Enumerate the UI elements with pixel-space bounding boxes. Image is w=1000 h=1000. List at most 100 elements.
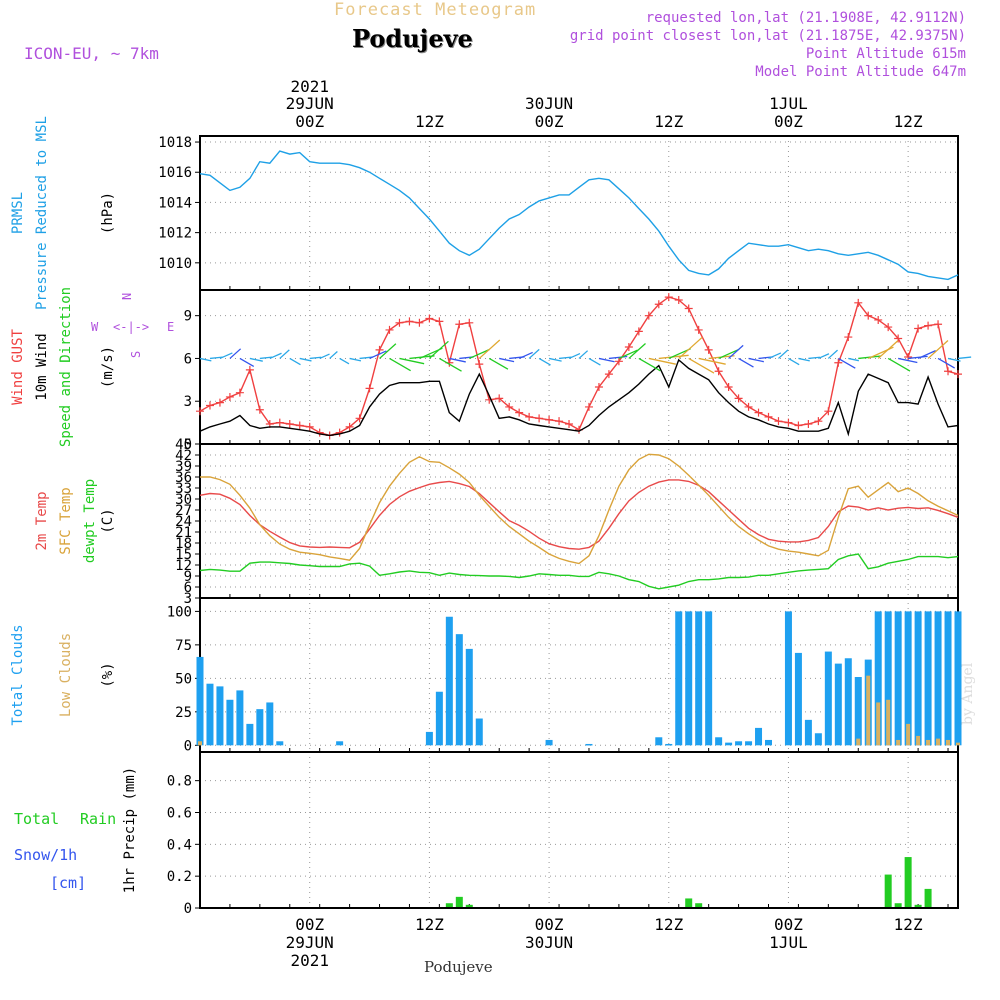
legend-label: Pressure Reduced to MSL [34,116,50,310]
gust-marker [634,327,643,336]
wind-direction-arrow [499,357,515,363]
series-line-dewpt-temp [199,553,959,590]
wind-direction-arrow [439,357,462,372]
gust-marker [724,382,733,391]
wind-direction-arrow [299,357,312,362]
wind-direction-arrow [788,357,800,366]
wind-direction-arrow [399,357,425,365]
gust-marker [285,420,294,429]
total-cloud-bar [475,718,483,746]
rain-bar [914,904,922,908]
y-tick-label: 45 [175,437,192,453]
top-axis-date: 30JUN [525,94,573,113]
gust-marker [345,422,354,431]
gust-marker [235,388,244,397]
wind-direction-arrow [329,351,338,359]
y-tick-label: 1018 [158,135,192,151]
total-cloud-bar [336,741,344,746]
gust-marker [714,367,723,376]
total-cloud-bar [924,611,932,746]
total-cloud-bar [784,611,792,746]
wind-direction-arrow [937,357,956,369]
y-tick-label: 3 [184,394,192,410]
wind-direction-arrow [957,356,972,360]
gust-marker [245,365,254,374]
total-cloud-bar [944,611,952,746]
y-tick-label: 21 [175,525,192,541]
gust-marker [654,300,663,309]
bottom-axis-year: 2021 [290,951,329,970]
total-cloud-bar [465,648,473,746]
gust-marker [674,295,683,304]
wind-direction-arrow [837,357,856,369]
total-cloud-bar [844,658,852,746]
gust-marker [215,398,224,407]
gust-marker [545,415,554,424]
gust-marker [196,407,204,416]
panel-frame [199,443,959,599]
panel-frame [199,135,959,291]
y-tick-label: 75 [175,638,192,654]
y-tick-label: 0 [184,437,192,453]
low-cloud-bar [906,723,911,746]
gust-marker [495,394,504,403]
wind-direction-arrow [917,350,936,360]
y-tick-label: 30 [175,492,192,508]
gust-marker [624,343,633,352]
wind-direction-arrow [638,357,661,372]
gust-marker [774,417,783,426]
gust-marker [425,314,434,323]
wind-direction-arrow [588,357,601,366]
total-cloud-bar [725,742,733,746]
wind-direction-arrow [578,350,589,359]
total-cloud-bar [216,686,224,746]
gust-marker [924,321,933,330]
y-tick-label: 9 [184,309,192,325]
wind-direction-arrow [598,357,615,363]
y-tick-label: 6 [184,580,192,596]
top-axis-hour: 00Z [535,112,564,131]
total-cloud-bar [954,611,962,746]
total-cloud-bar [755,727,763,746]
total-cloud-bar [904,611,912,746]
total-cloud-bar [246,723,254,746]
low-cloud-bar [896,739,901,746]
gust-marker [355,414,364,423]
y-tick-label: 3 [184,591,192,607]
legend-label: Rain [80,810,116,828]
gust-marker [664,293,673,302]
wind-direction-arrow [947,357,961,362]
wind-direction-arrow [688,357,715,374]
total-cloud-bar [256,709,264,746]
total-cloud-bar [685,611,693,746]
gust-marker [295,421,304,430]
y-tick-label: 100 [167,604,192,620]
total-cloud-bar [425,731,433,746]
legend-label: Snow/1h [14,846,77,864]
wind-direction-arrow [628,342,646,359]
wind-direction-arrow [568,352,581,360]
wind-direction-arrow [738,357,754,368]
gust-marker [904,353,913,362]
wind-direction-arrow [728,344,744,359]
wind-direction-arrow [428,340,449,359]
y-axis-label: (%) [100,662,116,687]
total-cloud-bar [874,611,882,746]
total-cloud-bar [455,634,463,746]
total-cloud-bar [894,611,902,746]
gust-marker [834,358,843,367]
compass-s: S [129,351,143,358]
low-cloud-bar [956,742,960,746]
total-cloud-bar [745,741,753,746]
legend-label: 10m Wind [34,333,50,400]
wind-direction-arrow [199,357,212,362]
legend-label: Total Clouds [10,624,26,725]
total-cloud-bar [665,743,673,746]
total-cloud-bar [715,737,723,746]
wind-direction-arrow [908,355,928,360]
bottom-axis-date: 29JUN [286,933,334,952]
place-title: Podujeve [352,24,473,53]
wind-direction-arrow [259,356,273,360]
wind-direction-arrow [698,357,726,365]
gust-marker [225,392,234,401]
